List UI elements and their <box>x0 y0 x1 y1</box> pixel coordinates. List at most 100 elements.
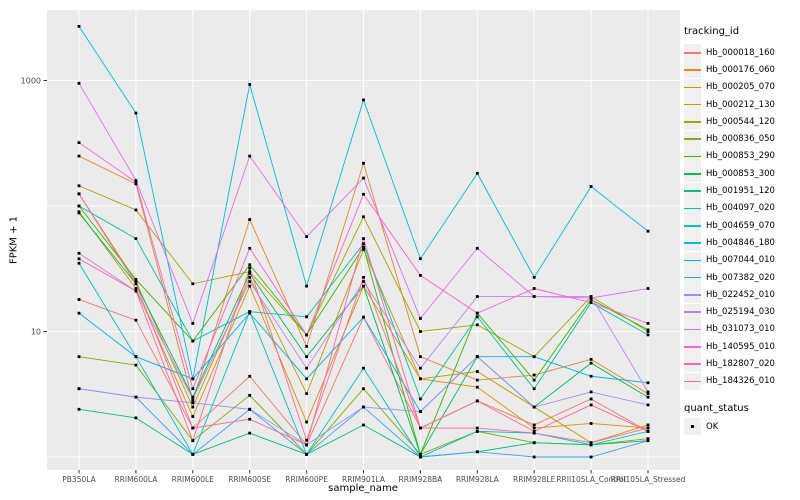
data-point <box>191 339 195 343</box>
data-point <box>134 395 138 399</box>
data-point <box>589 374 593 378</box>
data-point <box>248 154 252 158</box>
legend-line-swatch <box>684 311 701 313</box>
data-point <box>419 455 422 459</box>
legend-item: Hb_007044_010 <box>684 251 798 269</box>
data-point <box>362 280 365 283</box>
data-point <box>362 215 365 219</box>
data-point <box>77 184 81 188</box>
data-point <box>646 330 650 333</box>
legend-line-swatch <box>684 155 701 158</box>
data-point <box>362 245 365 249</box>
data-point <box>589 361 593 365</box>
data-point <box>248 407 252 411</box>
legend-line-swatch <box>684 121 701 123</box>
legend-item-label: Hb_000836_050 <box>706 134 775 145</box>
data-point <box>589 295 593 298</box>
legend-key-line-icon <box>684 234 701 252</box>
legend-key-line-icon <box>684 96 701 114</box>
legend-item: Hb_000176_060 <box>684 61 798 79</box>
legend-key-line-icon <box>684 372 701 390</box>
data-point <box>532 455 536 459</box>
data-point <box>305 438 308 442</box>
legend-line-swatch <box>684 380 701 383</box>
legend-item: Hb_000853_300 <box>684 165 798 183</box>
data-point <box>475 355 479 359</box>
data-point <box>77 311 81 315</box>
data-point <box>646 322 650 325</box>
legend-items: Hb_000018_160 Hb_000176_060 Hb_000205_070 H… <box>684 44 798 390</box>
data-point <box>134 416 138 420</box>
data-point <box>248 311 252 315</box>
data-point <box>475 450 479 454</box>
data-point <box>77 407 81 411</box>
legend-key-line-icon <box>684 251 701 269</box>
legend-key-line-icon <box>684 182 701 200</box>
legend-line-swatch <box>684 138 701 141</box>
data-point <box>77 387 81 391</box>
legend-key-square-icon <box>684 418 701 436</box>
data-point <box>532 295 536 298</box>
data-point <box>77 81 81 85</box>
data-point <box>419 366 422 370</box>
data-point <box>305 377 308 381</box>
data-point <box>589 455 593 459</box>
legend-key-line-icon <box>684 78 701 96</box>
legend: tracking_id Hb_000018_160 Hb_000176_060 Hb… <box>684 26 798 436</box>
legend-line-swatch <box>684 259 701 262</box>
data-point <box>191 426 195 430</box>
legend-line-swatch <box>684 207 701 210</box>
data-point <box>646 403 650 407</box>
data-point <box>475 315 479 319</box>
legend-item-label: Hb_000853_290 <box>706 151 775 162</box>
data-point <box>248 275 252 279</box>
legend-item-label: Hb_031073_010 <box>706 324 775 335</box>
legend-item-label: Hb_004846_180 <box>706 237 775 248</box>
data-point <box>589 298 593 301</box>
data-point <box>532 429 536 433</box>
data-point <box>419 397 422 401</box>
x-tick-label: RRIM600LA <box>114 475 158 484</box>
data-point <box>362 405 365 409</box>
y-tick-label: 10 <box>31 328 41 337</box>
data-point <box>77 141 81 145</box>
data-point <box>134 182 138 186</box>
data-point <box>589 403 593 407</box>
legend-item: Hb_007382_020 <box>684 269 798 286</box>
data-point <box>77 355 81 359</box>
data-point <box>305 235 308 239</box>
legend-line-swatch <box>684 69 701 71</box>
quant-status-label: OK <box>706 421 719 432</box>
data-point <box>248 280 252 283</box>
legend-key-line-icon <box>684 217 701 235</box>
legend-line-swatch <box>684 328 701 331</box>
legend-title-tracking-id: tracking_id <box>684 26 740 37</box>
data-point <box>646 439 650 443</box>
data-point <box>419 273 422 277</box>
data-point <box>362 387 365 391</box>
data-point <box>77 154 81 158</box>
legend-item: Hb_182807_020 <box>684 355 798 373</box>
data-point <box>475 246 479 250</box>
legend-item: Hb_004846_180 <box>684 234 798 252</box>
legend-item-label: Hb_004659_070 <box>706 220 775 231</box>
data-point <box>77 204 81 208</box>
data-point <box>362 237 365 240</box>
data-point <box>475 311 479 315</box>
legend-item-label: Hb_000018_160 <box>706 47 775 58</box>
legend-item-label: Hb_004097_020 <box>706 203 775 214</box>
data-point <box>532 373 536 377</box>
data-point <box>134 178 138 182</box>
legend-item-label: Hb_000176_060 <box>706 64 775 75</box>
data-point <box>248 246 252 250</box>
data-point <box>362 423 365 427</box>
legend-item-label: Hb_022452_010 <box>706 289 775 300</box>
legend-item-label: Hb_001951_120 <box>706 186 775 197</box>
data-point <box>475 426 479 430</box>
legend-key-line-icon <box>684 61 701 79</box>
data-point <box>305 315 308 319</box>
data-point <box>134 180 138 184</box>
data-point <box>589 357 593 361</box>
x-tick-label: PB350LA <box>62 475 96 484</box>
